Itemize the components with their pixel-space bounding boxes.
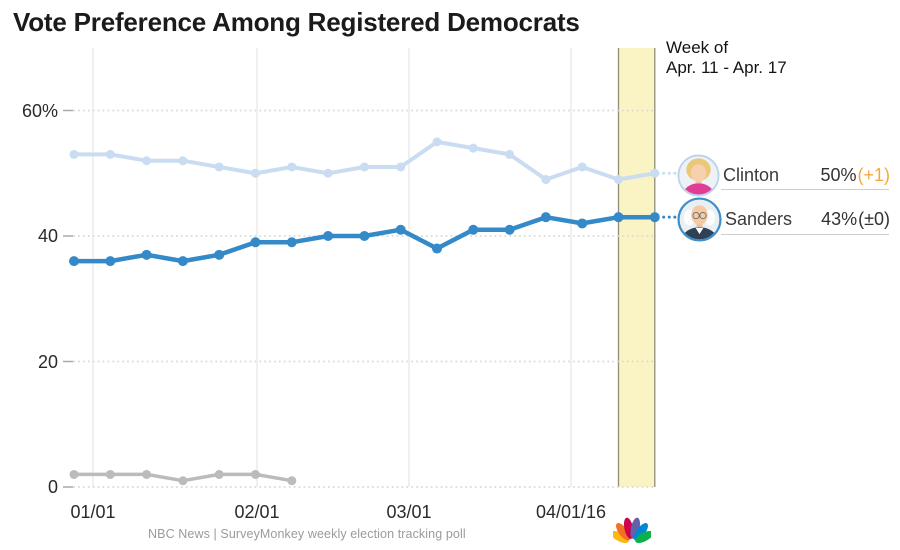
y-axis-label-60: 60% xyxy=(21,100,58,121)
clinton-point-6 xyxy=(287,162,297,172)
clinton-point-1 xyxy=(105,149,115,159)
clinton-point-10 xyxy=(432,137,442,147)
unlabeled-gray-point-6 xyxy=(287,476,297,486)
highlight-week-line2: Apr. 11 - Apr. 17 xyxy=(666,58,787,77)
x-axis-label-04-01-16: 04/01/16 xyxy=(535,502,607,522)
legend-change-sanders: (±0) xyxy=(858,208,890,229)
clinton-point-7 xyxy=(323,168,333,178)
highlight-week-line1: Week of xyxy=(666,38,729,57)
legend-name-clinton: Clinton xyxy=(723,165,780,185)
unlabeled-gray-point-1 xyxy=(105,469,115,479)
clinton-point-0 xyxy=(69,149,79,159)
unlabeled-gray-point-4 xyxy=(214,469,224,479)
clinton-point-15 xyxy=(614,175,623,185)
sanders-point-6 xyxy=(286,237,297,248)
sanders-avatar xyxy=(677,196,722,242)
nbc-peacock-logo xyxy=(613,517,651,543)
clinton-point-8 xyxy=(359,162,369,172)
clinton-point-12 xyxy=(505,149,515,159)
sanders-point-10 xyxy=(432,243,442,254)
legend-underline-sanders xyxy=(721,234,889,235)
sanders-point-4 xyxy=(214,249,225,260)
x-axis-label-03-01: 03/01 xyxy=(386,502,432,522)
clinton-point-9 xyxy=(396,162,406,172)
clinton-avatar xyxy=(677,154,720,197)
sanders-point-12 xyxy=(504,224,515,235)
y-axis-label-0: 0 xyxy=(47,477,58,497)
sanders-point-5 xyxy=(250,237,261,248)
legend-row-clinton: Clinton 50% (+1) xyxy=(677,153,890,198)
x-axis-label-02-01: 02/01 xyxy=(234,502,280,522)
sanders-point-14 xyxy=(577,218,588,229)
clinton-point-13 xyxy=(541,175,551,185)
legend-name-sanders: Sanders xyxy=(725,208,793,229)
clinton-point-3 xyxy=(178,156,188,166)
unlabeled-gray-point-3 xyxy=(178,476,188,486)
legend-underline-clinton xyxy=(721,189,889,190)
sanders-point-13 xyxy=(540,212,551,223)
clinton-point-16 xyxy=(650,168,660,178)
clinton-point-4 xyxy=(214,162,224,172)
sanders-point-7 xyxy=(323,231,334,241)
x-axis-label-01-01: 01/01 xyxy=(70,502,116,522)
y-axis-label-20: 20 xyxy=(37,351,58,372)
highlight-week-annotation: Week of Apr. 11 - Apr. 17 xyxy=(666,38,787,78)
source-credit: NBC News | SurveyMonkey weekly election … xyxy=(148,527,466,541)
unlabeled-gray-point-5 xyxy=(251,469,260,479)
sanders-point-3 xyxy=(177,256,188,267)
sanders-point-1 xyxy=(105,256,116,267)
clinton-point-5 xyxy=(251,168,260,178)
sanders-point-2 xyxy=(141,249,152,260)
legend-value-clinton: 50% xyxy=(820,165,857,185)
clinton-point-11 xyxy=(468,143,478,153)
highlight-band xyxy=(618,48,655,487)
clinton-point-2 xyxy=(142,156,152,166)
y-axis-label-40: 40 xyxy=(37,226,58,246)
sanders-point-0 xyxy=(69,256,79,267)
sanders-point-9 xyxy=(395,224,406,235)
sanders-point-16 xyxy=(649,212,660,223)
clinton-line xyxy=(72,139,657,182)
sanders-point-8 xyxy=(359,231,370,241)
legend-row-sanders: Sanders 43% (±0) xyxy=(677,196,890,242)
unlabeled-gray-point-2 xyxy=(142,469,152,479)
sanders-point-15 xyxy=(613,212,624,223)
unlabeled-gray-point-0 xyxy=(69,469,79,479)
legend-change-clinton: (+1) xyxy=(857,165,890,185)
clinton-point-14 xyxy=(577,162,587,172)
legend-value-sanders: 43% xyxy=(821,208,858,229)
chart-title: Vote Preference Among Registered Democra… xyxy=(13,7,580,37)
sanders-point-11 xyxy=(468,224,479,235)
